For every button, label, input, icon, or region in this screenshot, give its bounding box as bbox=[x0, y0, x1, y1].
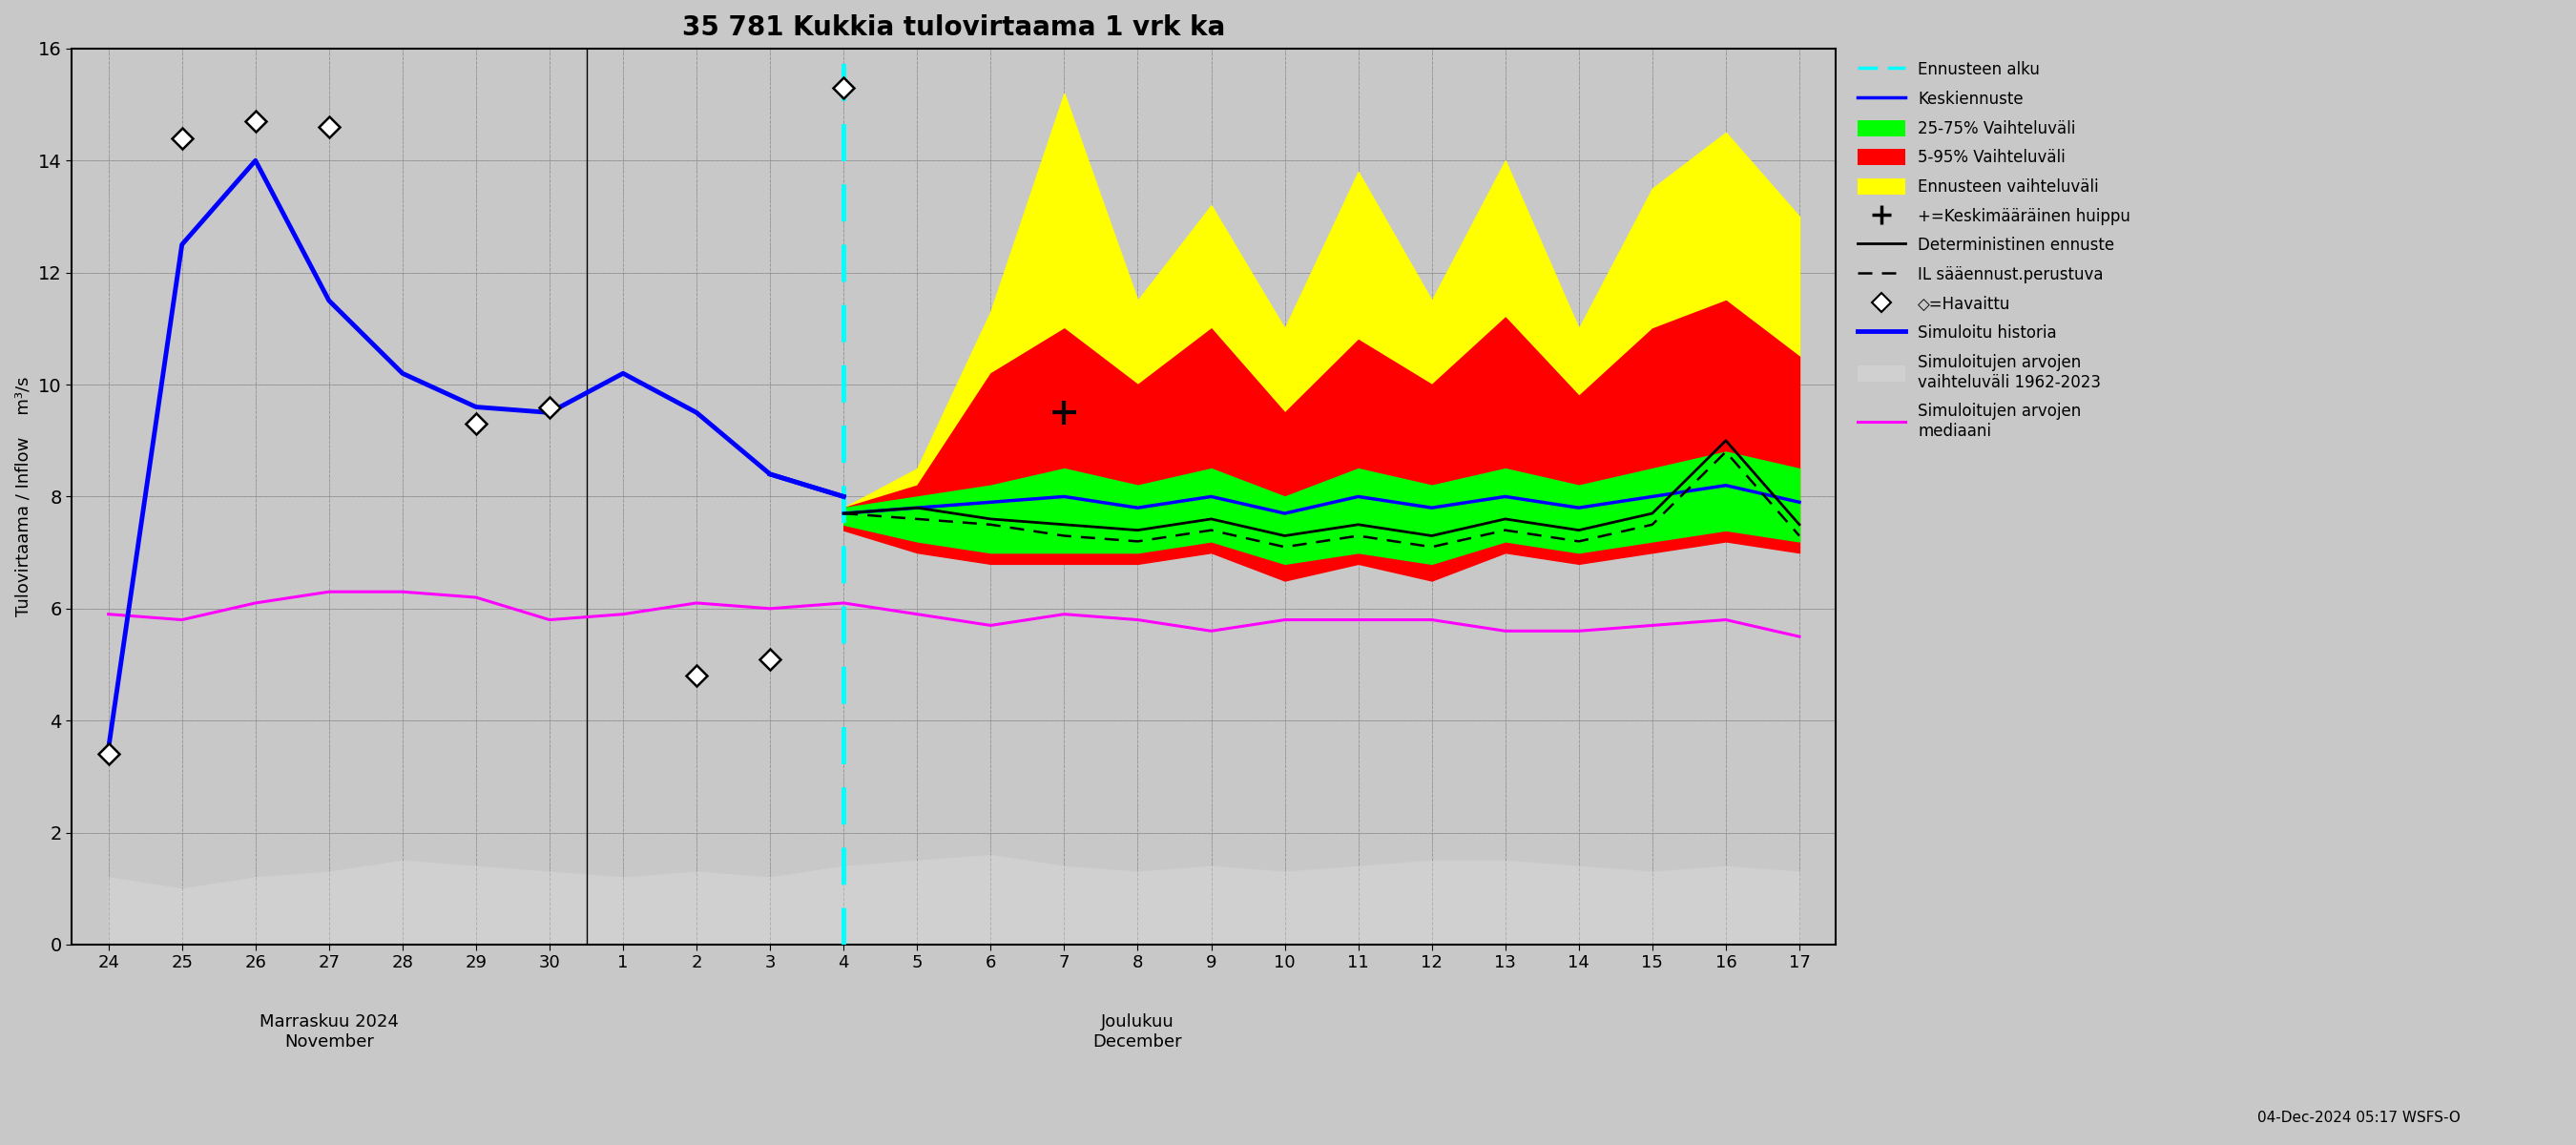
Text: Joulukuu
December: Joulukuu December bbox=[1092, 1013, 1182, 1051]
Y-axis label: Tulovirtaama / Inflow    m³/s: Tulovirtaama / Inflow m³/s bbox=[15, 377, 31, 616]
Title: 35 781 Kukkia tulovirtaama 1 vrk ka: 35 781 Kukkia tulovirtaama 1 vrk ka bbox=[683, 14, 1226, 41]
Text: Marraskuu 2024
November: Marraskuu 2024 November bbox=[260, 1013, 399, 1051]
Legend: Ennusteen alku, Keskiennuste, 25-75% Vaihteluväli, 5-95% Vaihteluväli, Ennusteen: Ennusteen alku, Keskiennuste, 25-75% Vai… bbox=[1852, 56, 2136, 444]
Text: 04-Dec-2024 05:17 WSFS-O: 04-Dec-2024 05:17 WSFS-O bbox=[2257, 1111, 2460, 1124]
